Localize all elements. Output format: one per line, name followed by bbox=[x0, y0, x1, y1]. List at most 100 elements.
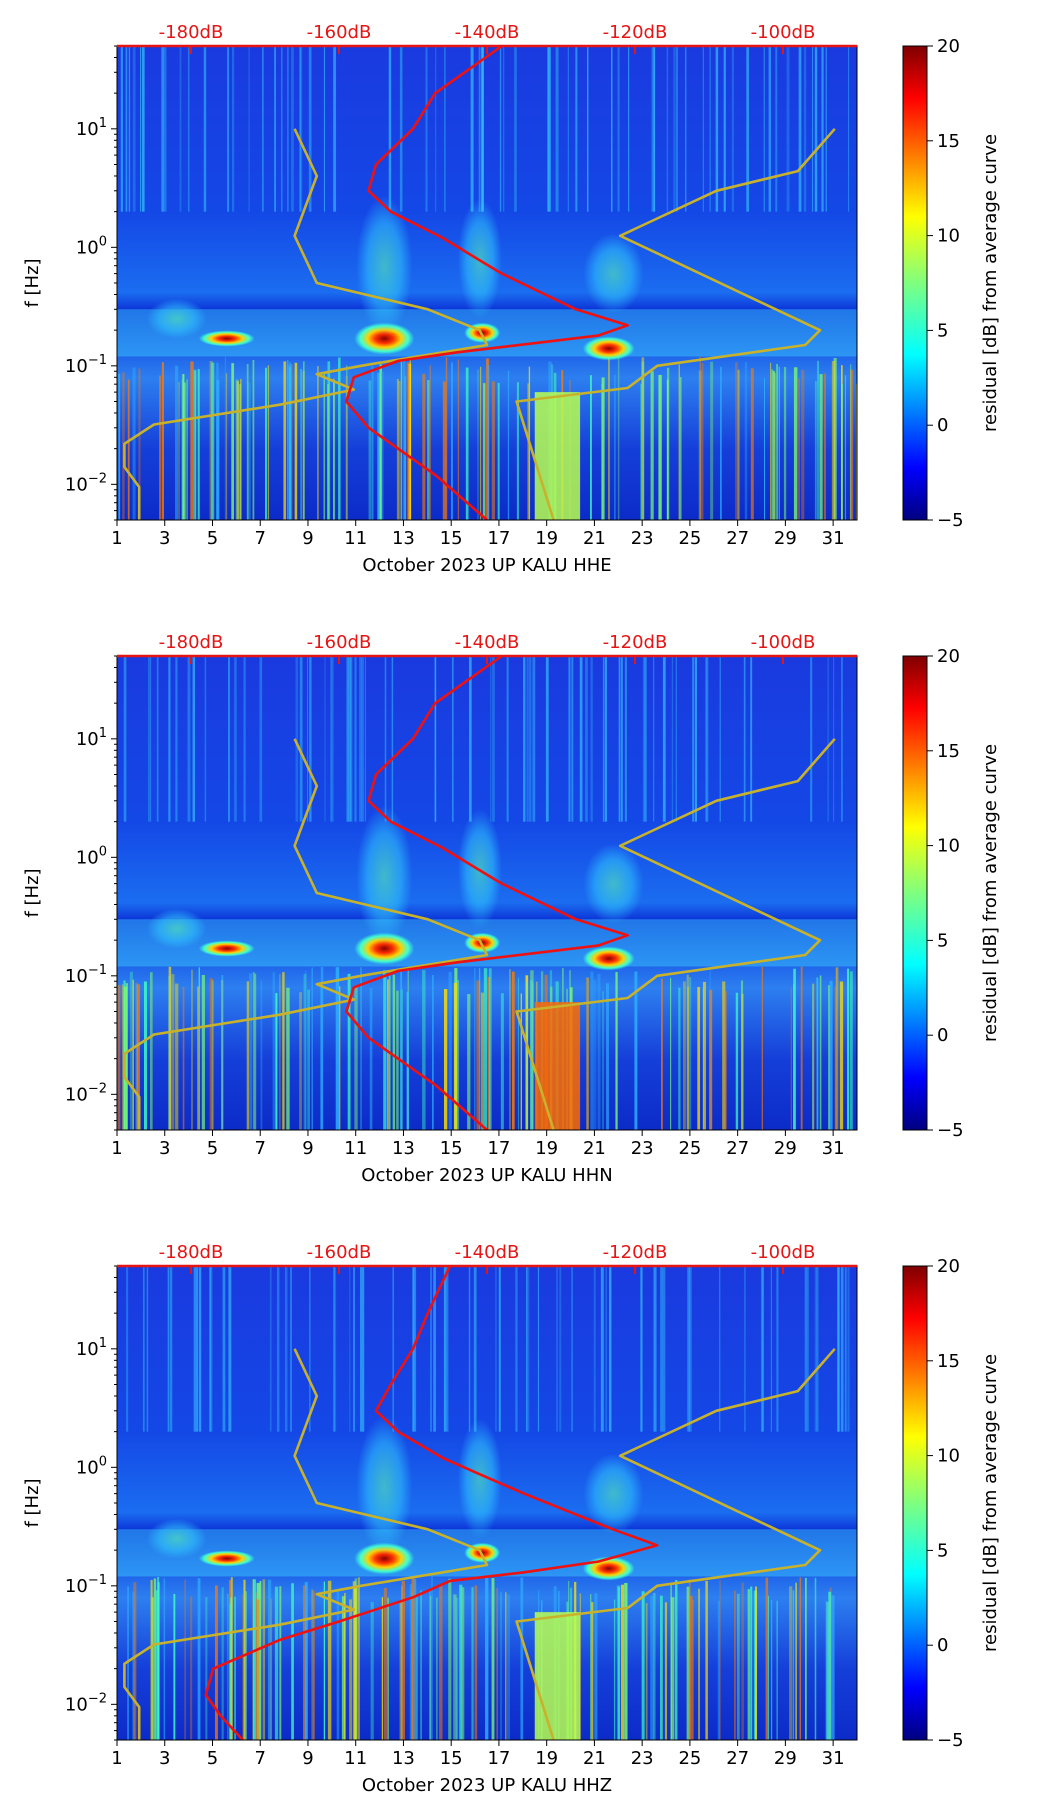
spectrogram-streak bbox=[697, 987, 701, 1130]
spectrogram-streak bbox=[320, 967, 324, 1130]
spectrogram-streak bbox=[444, 46, 446, 212]
x-tick-label: 29 bbox=[774, 528, 797, 549]
colorbar-tick-label: 10 bbox=[937, 226, 960, 247]
spectrogram-streak bbox=[778, 366, 780, 520]
spectrogram-streak bbox=[392, 974, 396, 1130]
spectrogram-streak bbox=[123, 656, 127, 822]
spectrogram-streak bbox=[308, 1266, 311, 1432]
spectrogram-streak bbox=[833, 358, 837, 520]
spectrogram-streak bbox=[839, 981, 844, 1130]
spectrogram-streak bbox=[197, 1578, 201, 1740]
high-noise-model-line bbox=[515, 737, 836, 1130]
spectrogram-streak bbox=[571, 656, 574, 822]
energy-glow bbox=[457, 808, 502, 929]
spectrogram-streak bbox=[492, 656, 495, 822]
spectrogram-streak bbox=[571, 1266, 573, 1432]
spectrogram-streak bbox=[247, 382, 251, 520]
spectrogram-streak bbox=[526, 1266, 530, 1432]
spectrogram-streak bbox=[138, 368, 141, 520]
spectrogram-streak bbox=[724, 991, 727, 1130]
spectrogram-streak bbox=[225, 373, 228, 520]
spectrogram-streak bbox=[230, 1577, 233, 1740]
spectrogram-streak bbox=[308, 46, 312, 212]
spectrogram-streak bbox=[523, 656, 526, 822]
spectrogram-streak bbox=[765, 1577, 769, 1740]
spectrogram-streak bbox=[333, 378, 335, 520]
spectrogram-streak bbox=[468, 1266, 471, 1432]
spectrogram-streak bbox=[461, 1587, 465, 1740]
energy-glow bbox=[457, 1418, 502, 1539]
spectrogram-streak bbox=[763, 378, 765, 520]
spectrogram-streak bbox=[604, 656, 606, 822]
energy-glow bbox=[146, 908, 207, 949]
x-tick-label: 13 bbox=[392, 528, 415, 549]
spectrogram-streak bbox=[285, 1266, 287, 1432]
spectrogram-streak bbox=[601, 377, 605, 520]
top-db-label: -140dB bbox=[455, 1242, 520, 1263]
spectrogram-streak bbox=[150, 1579, 153, 1740]
spectrogram-streak bbox=[300, 368, 302, 520]
spectrogram-streak bbox=[190, 361, 194, 520]
spectrogram-streak bbox=[349, 656, 352, 822]
spectrogram-streak bbox=[209, 978, 213, 1130]
storm-event bbox=[534, 1002, 581, 1130]
spectrogram-streak bbox=[641, 361, 645, 520]
spectrogram-streak bbox=[425, 46, 428, 212]
spectrogram-streak bbox=[783, 367, 787, 520]
spectrogram-streak bbox=[806, 1266, 809, 1432]
spectrogram-streak bbox=[567, 46, 569, 212]
x-tick-label: 13 bbox=[392, 1748, 415, 1769]
spectrogram-streak bbox=[242, 1594, 244, 1740]
y-axis-title: f [Hz] bbox=[22, 1478, 43, 1527]
spectrogram-streak bbox=[311, 1589, 313, 1740]
colorbar-tick-label: −5 bbox=[937, 1120, 964, 1141]
spectrogram-streak bbox=[741, 993, 744, 1130]
spectrogram-streak bbox=[670, 977, 672, 1130]
x-tick-label: 31 bbox=[822, 1138, 845, 1159]
x-tick-label: 7 bbox=[254, 528, 265, 549]
spectrogram-streak bbox=[287, 365, 291, 520]
spectrogram-streak bbox=[406, 991, 410, 1130]
spectrogram-streak bbox=[491, 1578, 495, 1740]
colorbar bbox=[902, 45, 928, 521]
spectrogram-streak bbox=[670, 1585, 672, 1740]
spectrogram-streak bbox=[459, 1584, 463, 1740]
spectrogram-streak bbox=[286, 987, 290, 1130]
x-tick-label: 31 bbox=[822, 1748, 845, 1769]
spectrogram-streak bbox=[445, 357, 448, 520]
spectrogram-streak bbox=[309, 656, 312, 822]
spectrogram-streak bbox=[399, 46, 403, 212]
spectrogram-streak bbox=[221, 975, 224, 1130]
spectrogram-streak bbox=[294, 362, 298, 520]
spectrogram-streak bbox=[400, 967, 403, 1130]
spectrogram-streak bbox=[526, 656, 529, 822]
x-tick-label: 1 bbox=[111, 1138, 122, 1159]
y-tick-label: 10−2 bbox=[65, 471, 107, 495]
spectrogram-streak bbox=[470, 46, 474, 212]
spectrogram-streak bbox=[379, 364, 382, 520]
spectrogram-streak bbox=[324, 656, 326, 822]
spectrogram-streak bbox=[136, 984, 138, 1130]
spectrogram-streak bbox=[515, 1266, 518, 1432]
spectrogram-streak bbox=[125, 46, 128, 212]
spectrogram-streak bbox=[640, 383, 642, 520]
spectrogram-streak bbox=[841, 656, 843, 822]
spectrogram-streak bbox=[370, 1602, 374, 1740]
spectrogram-streak bbox=[831, 1595, 835, 1740]
spectrogram-streak bbox=[368, 380, 372, 520]
spectrogram-streak bbox=[735, 992, 739, 1130]
spectrogram-streak bbox=[761, 966, 763, 1130]
spectrogram-streak bbox=[262, 1579, 266, 1740]
top-db-label: -100dB bbox=[751, 632, 816, 653]
top-db-label: -160dB bbox=[307, 1242, 372, 1263]
spectrogram-streak bbox=[737, 369, 740, 520]
spectrogram-streak bbox=[409, 360, 412, 520]
x-tick-label: 27 bbox=[726, 1748, 749, 1769]
median-psd-curve bbox=[204, 1266, 659, 1740]
spectrogram-streak bbox=[849, 364, 852, 520]
spectrogram-streak bbox=[750, 1586, 753, 1740]
spectrogram-streak bbox=[436, 1597, 438, 1740]
spectrogram-streak bbox=[606, 983, 609, 1130]
spectrogram-streak bbox=[545, 656, 549, 822]
spectrogram-streak bbox=[442, 381, 447, 520]
